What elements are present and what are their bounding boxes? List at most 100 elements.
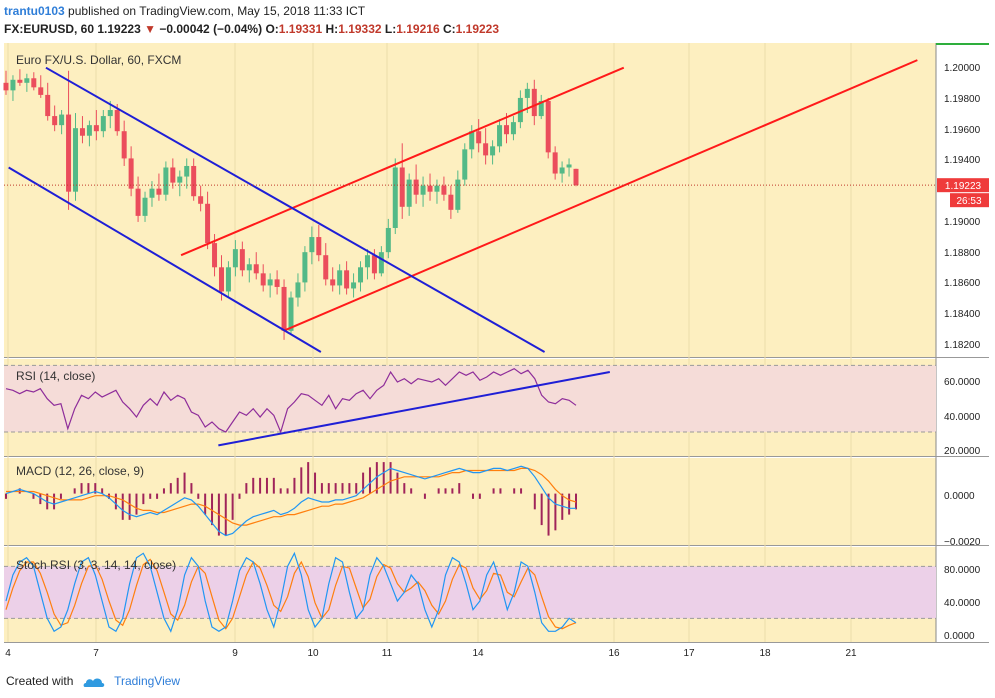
rsi-line <box>5 368 577 434</box>
candle-body <box>246 264 252 271</box>
candle-body <box>510 122 516 135</box>
macd-panel-bg <box>4 458 936 545</box>
x-tick: 9 <box>232 648 238 659</box>
candle-body <box>121 131 127 159</box>
x-tick: 16 <box>608 648 620 659</box>
candle-body <box>295 282 301 298</box>
price-tag-label: 1.19223 <box>945 181 982 192</box>
indicator-bands <box>4 364 936 619</box>
candle-body <box>100 116 106 132</box>
candle-body <box>427 185 433 192</box>
candle-body <box>86 125 92 136</box>
candle-body <box>538 100 544 117</box>
candle-body <box>198 196 204 204</box>
x-tick: 7 <box>93 648 99 659</box>
candle-body <box>114 110 120 132</box>
candle-body <box>177 176 183 183</box>
candle-body <box>309 237 315 253</box>
candle-body <box>10 79 16 91</box>
candle-body <box>351 282 357 289</box>
y-tick: 1.18600 <box>944 278 981 289</box>
candle-body <box>59 114 65 126</box>
candle-body <box>128 158 134 189</box>
candle-body <box>316 237 322 256</box>
y-tick: 1.18400 <box>944 309 981 320</box>
candle-body <box>218 267 224 292</box>
candle-body <box>469 131 475 150</box>
price-axis[interactable] <box>936 43 989 642</box>
indicator-lines <box>5 368 577 633</box>
macd-panel-title: MACD (12, 26, close, 9) <box>16 464 144 478</box>
candle-body <box>191 165 197 197</box>
candle-body <box>406 179 412 207</box>
y-tick: 20.0000 <box>944 446 981 457</box>
candle-body <box>170 167 176 183</box>
trendline-red <box>283 59 918 332</box>
candle-body <box>281 286 287 331</box>
x-tick: 21 <box>845 648 857 659</box>
candle-body <box>371 255 377 274</box>
candle-body <box>330 279 336 286</box>
trendline-blue <box>8 166 322 353</box>
close-value: 1.19223 <box>455 22 500 36</box>
y-tick-labels: 1.20000 1.19800 1.19600 1.19400 1.19000 … <box>944 63 981 642</box>
candle-body <box>531 88 537 117</box>
x-tick: 10 <box>307 648 319 659</box>
y-tick: 1.19000 <box>944 217 981 228</box>
x-tick: 17 <box>683 648 695 659</box>
stoch-band <box>4 566 936 619</box>
y-tick: 1.20000 <box>944 63 981 74</box>
candle-body <box>559 167 565 174</box>
tradingview-brand-link[interactable]: TradingView <box>114 674 181 688</box>
candle-body <box>31 78 37 88</box>
candle-body <box>260 273 266 286</box>
candle-body <box>3 82 9 91</box>
candle-body <box>413 179 419 195</box>
candle-body <box>205 203 211 244</box>
y-tick: 0.0000 <box>944 631 975 642</box>
y-tick: 1.18200 <box>944 340 981 351</box>
candle-body <box>302 252 308 283</box>
candle-body <box>73 128 79 192</box>
x-tick: 14 <box>472 648 484 659</box>
candle-body <box>448 194 454 210</box>
candle-body <box>497 125 503 147</box>
macd-signal-line <box>6 467 577 526</box>
candle-body <box>566 164 572 168</box>
candle-body <box>476 131 482 144</box>
price-change: −0.00042 (−0.04%) <box>159 22 263 36</box>
symbol-label: FX:EURUSD, 60 <box>4 22 95 36</box>
rsi-panel-title: RSI (14, close) <box>16 369 95 383</box>
candle-body <box>490 146 496 156</box>
candle-body <box>267 279 273 286</box>
candle-body <box>385 227 391 253</box>
x-tick-labels: 4 7 9 10 11 14 16 17 18 21 <box>5 648 857 659</box>
countdown-label: 26:53 <box>956 196 981 207</box>
rsi-trendline <box>218 371 610 447</box>
candle-body <box>323 255 329 280</box>
publish-info: trantu0103 published on TradingView.com,… <box>4 4 365 18</box>
y-tick: 1.19400 <box>944 155 981 166</box>
candle-body <box>45 94 51 117</box>
x-tick: 11 <box>382 648 393 659</box>
countdown-tag <box>950 193 989 208</box>
y-tick: 40.0000 <box>944 598 981 609</box>
candle-body <box>358 267 364 283</box>
candle-body <box>503 125 509 135</box>
y-tick: 80.0000 <box>944 565 981 576</box>
candle-body <box>93 125 99 132</box>
candle-body <box>184 165 190 177</box>
trendlines[interactable] <box>8 59 918 447</box>
candles <box>3 69 579 340</box>
candle-body <box>156 188 162 195</box>
candle-body <box>524 88 530 98</box>
candle-body <box>364 255 370 268</box>
tradingview-cloud-icon[interactable] <box>83 676 105 688</box>
candle-body <box>225 267 231 292</box>
candle-body <box>38 87 44 95</box>
down-triangle-icon: ▼ <box>144 22 156 36</box>
y-tick: 60.0000 <box>944 377 981 388</box>
macd-line <box>5 465 576 537</box>
publisher-username[interactable]: trantu0103 <box>4 4 65 18</box>
